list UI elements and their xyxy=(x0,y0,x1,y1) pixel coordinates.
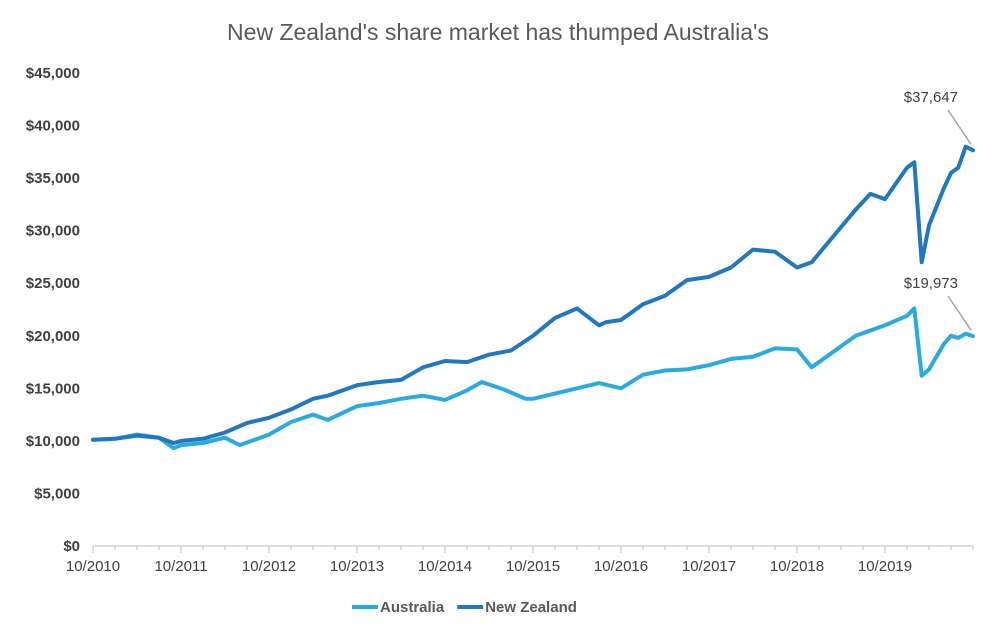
legend: Australia New Zealand xyxy=(352,599,577,616)
legend-label: New Zealand xyxy=(485,599,577,616)
series-layer xyxy=(91,144,975,451)
annotation-label: $19,973 xyxy=(904,275,958,292)
y-tick-label: $45,000 xyxy=(26,65,80,82)
x-tick-label: 10/2011 xyxy=(154,558,207,575)
x-tick-label: 10/2018 xyxy=(770,558,824,575)
annotation-leader-line xyxy=(947,109,972,145)
x-tick-label: 10/2010 xyxy=(66,558,120,575)
y-tick-label: $25,000 xyxy=(26,275,80,292)
annotation-layer: $37,647 $19,973 xyxy=(904,89,972,331)
x-tick-label: 10/2017 xyxy=(682,558,736,575)
y-tick-label: $20,000 xyxy=(26,328,80,345)
series-line-australia xyxy=(91,306,975,451)
legend-label: Australia xyxy=(380,599,445,616)
chart-title: New Zealand's share market has thumped A… xyxy=(227,19,769,45)
y-axis: $0 $5,000 $10,000 $15,000 $20,000 $25,000 $30,… xyxy=(26,65,80,555)
x-tick-label: 10/2016 xyxy=(594,558,648,575)
x-tick-label: 10/2019 xyxy=(858,558,912,575)
y-tick-label: $15,000 xyxy=(26,380,80,397)
x-tick-label: 10/2012 xyxy=(242,558,296,575)
annotation-leader-line xyxy=(947,295,972,331)
series-line-new-zealand xyxy=(91,144,975,445)
x-tick-label: 10/2015 xyxy=(506,558,560,575)
y-tick-label: $30,000 xyxy=(26,223,80,240)
x-axis: 10/2010 10/2011 10/2012 10/2013 10/2014 10/20… xyxy=(66,545,974,575)
x-tick-label: 10/2013 xyxy=(330,558,384,575)
y-tick-label: $5,000 xyxy=(34,485,80,502)
y-tick-label: $40,000 xyxy=(26,118,80,135)
y-tick-label: $0 xyxy=(63,538,80,555)
x-tick-label: 10/2014 xyxy=(418,558,472,575)
y-tick-label: $35,000 xyxy=(26,170,80,187)
y-tick-label: $10,000 xyxy=(26,433,80,450)
annotation-label: $37,647 xyxy=(904,89,958,106)
